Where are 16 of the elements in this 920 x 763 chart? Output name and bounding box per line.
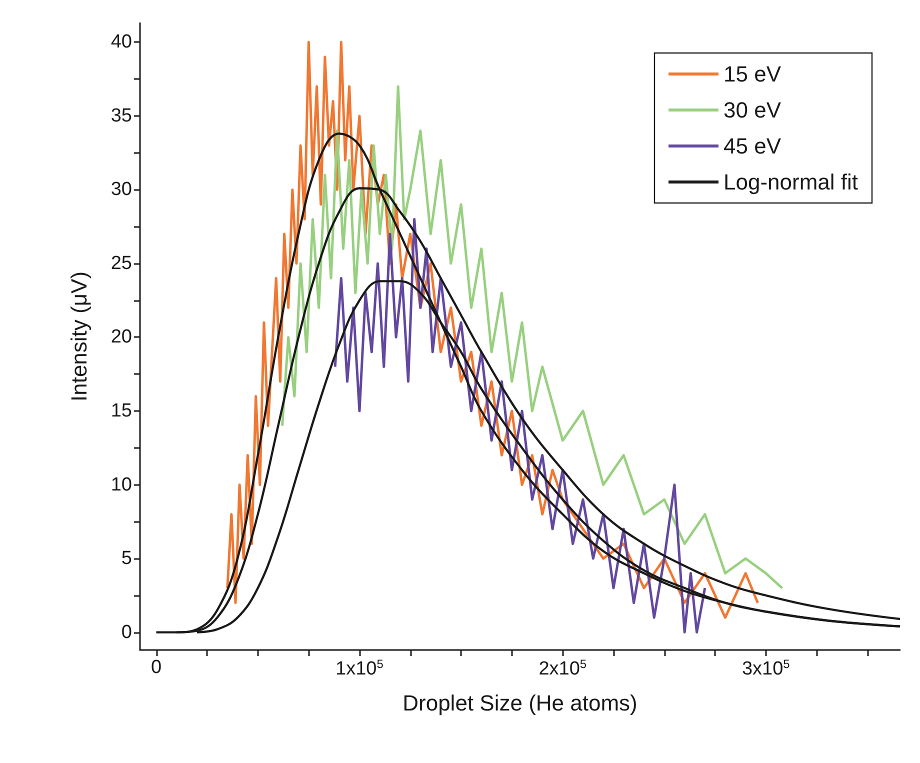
y-tick-label: 0 <box>121 622 132 643</box>
y-tick-label: 15 <box>110 400 132 422</box>
y-tick-label: 5 <box>121 548 132 570</box>
legend-label: 15 eV <box>723 62 782 86</box>
x-tick-label: 0 <box>150 657 162 678</box>
legend-label: 45 eV <box>723 134 782 158</box>
y-tick-label: 10 <box>110 474 132 496</box>
legend-label: 30 eV <box>723 98 782 122</box>
x-axis-title: Droplet Size (He atoms) <box>402 690 638 716</box>
y-tick-label: 30 <box>110 179 132 200</box>
y-axis-title: Intensity (μV) <box>66 271 92 402</box>
y-tick-label: 25 <box>110 252 132 274</box>
y-tick-label: 35 <box>110 105 132 126</box>
y-tick-label: 40 <box>110 32 132 53</box>
y-tick-label: 20 <box>110 326 132 348</box>
legend-label: Log-normal fit <box>723 170 858 194</box>
